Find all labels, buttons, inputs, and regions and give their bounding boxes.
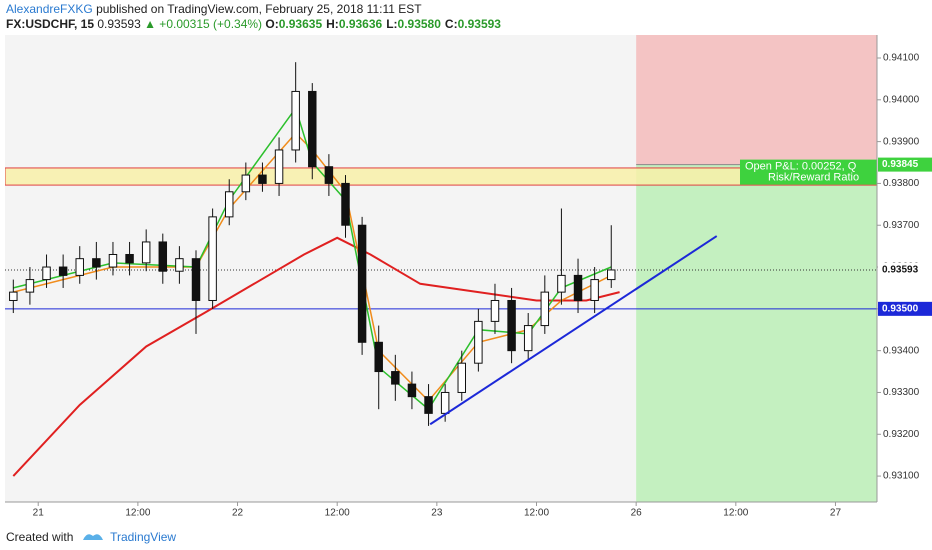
candle-body bbox=[391, 371, 400, 385]
candle-body bbox=[474, 320, 483, 364]
candle-body bbox=[175, 258, 184, 272]
candle-body bbox=[224, 191, 234, 218]
candle-body bbox=[25, 279, 35, 293]
y-tick-label: 0.93700 bbox=[883, 220, 920, 231]
y-tick-label: 0.93200 bbox=[883, 429, 920, 440]
candle-body bbox=[75, 258, 84, 276]
x-tick-label: 12:00 bbox=[723, 508, 748, 519]
resistance-zone bbox=[5, 167, 877, 186]
trendline bbox=[429, 235, 718, 426]
footer: Created with TradingView bbox=[6, 527, 176, 544]
x-tick-label: 26 bbox=[631, 508, 643, 519]
published: published on TradingView.com, February 2… bbox=[96, 2, 422, 16]
candle-body bbox=[58, 266, 68, 276]
created: Created with bbox=[6, 530, 74, 544]
y-tick-label: 0.94100 bbox=[883, 53, 920, 64]
x-tick-label: 12:00 bbox=[125, 508, 150, 519]
x-tick-label: 23 bbox=[431, 508, 443, 519]
ohlc-label: H: bbox=[326, 17, 339, 31]
candle-body bbox=[341, 182, 350, 226]
ohlc-value: 0.93593 bbox=[457, 17, 501, 31]
brand[interactable]: TradingView bbox=[110, 530, 177, 544]
pnl-box bbox=[740, 159, 877, 185]
candle-body bbox=[274, 149, 284, 184]
y-tick-label: 0.94000 bbox=[883, 94, 920, 105]
candle-body bbox=[490, 299, 500, 322]
y-tick-label: 0.93100 bbox=[883, 471, 920, 482]
candle-body bbox=[440, 391, 450, 414]
ohlc-value: 0.93635 bbox=[278, 17, 323, 31]
candle-body bbox=[191, 258, 201, 301]
ohlc-label: O: bbox=[265, 17, 279, 31]
candle-body bbox=[457, 362, 466, 393]
price-tag bbox=[878, 262, 932, 277]
price-tag-label: 0.93593 bbox=[882, 265, 919, 276]
ohlc-value: 0.93580 bbox=[397, 17, 441, 31]
candle-body bbox=[208, 216, 217, 301]
candle-body bbox=[607, 269, 616, 281]
ohlc-label: L: bbox=[386, 17, 398, 31]
candle-body bbox=[357, 224, 367, 343]
target-zone bbox=[636, 164, 877, 502]
y-tick-label: 0.93800 bbox=[883, 178, 920, 189]
price-tag bbox=[878, 157, 932, 172]
candle-body bbox=[507, 299, 516, 352]
x-tick-label: 12:00 bbox=[325, 508, 350, 519]
y-tick-label: 0.93400 bbox=[883, 345, 920, 356]
candle-body bbox=[108, 253, 118, 268]
candle-body bbox=[9, 291, 18, 301]
candle-body bbox=[141, 241, 151, 264]
candle-body bbox=[557, 274, 566, 293]
moving-average bbox=[12, 236, 620, 477]
candle-body bbox=[125, 253, 134, 264]
y-tick-label: 0.93900 bbox=[883, 136, 920, 147]
price-tag bbox=[878, 301, 932, 316]
candle-body bbox=[324, 166, 334, 184]
header-line1: AlexandreFXKG published on TradingView.c… bbox=[6, 2, 505, 17]
author[interactable]: AlexandreFXKG bbox=[6, 2, 93, 16]
rr-text: Risk/Reward Ratio bbox=[768, 172, 859, 184]
candle-body bbox=[374, 341, 383, 373]
header: AlexandreFXKG published on TradingView.c… bbox=[6, 2, 505, 32]
pnl-text: Open P&L: 0.00252, Q bbox=[745, 161, 857, 173]
candle-body bbox=[291, 90, 300, 151]
price-tag-label: 0.93500 bbox=[882, 303, 919, 314]
y-tick-label: 0.93300 bbox=[883, 387, 920, 398]
candle-body bbox=[158, 241, 168, 272]
change: ▲ +0.00315 (+0.34%) bbox=[144, 17, 263, 31]
candle-body bbox=[424, 396, 433, 414]
candle-body bbox=[92, 258, 101, 268]
candle-body bbox=[407, 383, 417, 398]
candle-body bbox=[523, 325, 533, 352]
candle-body bbox=[540, 291, 550, 327]
x-tick-label: 27 bbox=[830, 508, 842, 519]
logo bbox=[82, 534, 103, 540]
header-line2: FX:USDCHF, 15 0.93593 ▲ +0.00315 (+0.34%… bbox=[6, 17, 505, 32]
candle-body bbox=[42, 266, 51, 281]
ohlc-label: C: bbox=[444, 17, 458, 31]
candle-body bbox=[241, 174, 251, 193]
symbol: FX:USDCHF, 15 bbox=[6, 17, 95, 31]
x-tick-label: 22 bbox=[232, 508, 244, 519]
x-tick-label: 21 bbox=[33, 508, 45, 519]
candle-body bbox=[590, 279, 599, 301]
x-tick-label: 12:00 bbox=[524, 508, 549, 519]
ohlc-value: 0.93636 bbox=[338, 17, 383, 31]
stop-zone bbox=[636, 35, 877, 165]
price: 0.93593 bbox=[97, 17, 141, 31]
candle-body bbox=[258, 174, 267, 184]
ohlc: O:0.93635 H:0.93636 L:0.93580 C:0.93593 bbox=[265, 17, 505, 31]
price-tag-label: 0.93845 bbox=[882, 159, 919, 170]
candle-body bbox=[308, 90, 317, 168]
candle-body bbox=[573, 274, 583, 301]
